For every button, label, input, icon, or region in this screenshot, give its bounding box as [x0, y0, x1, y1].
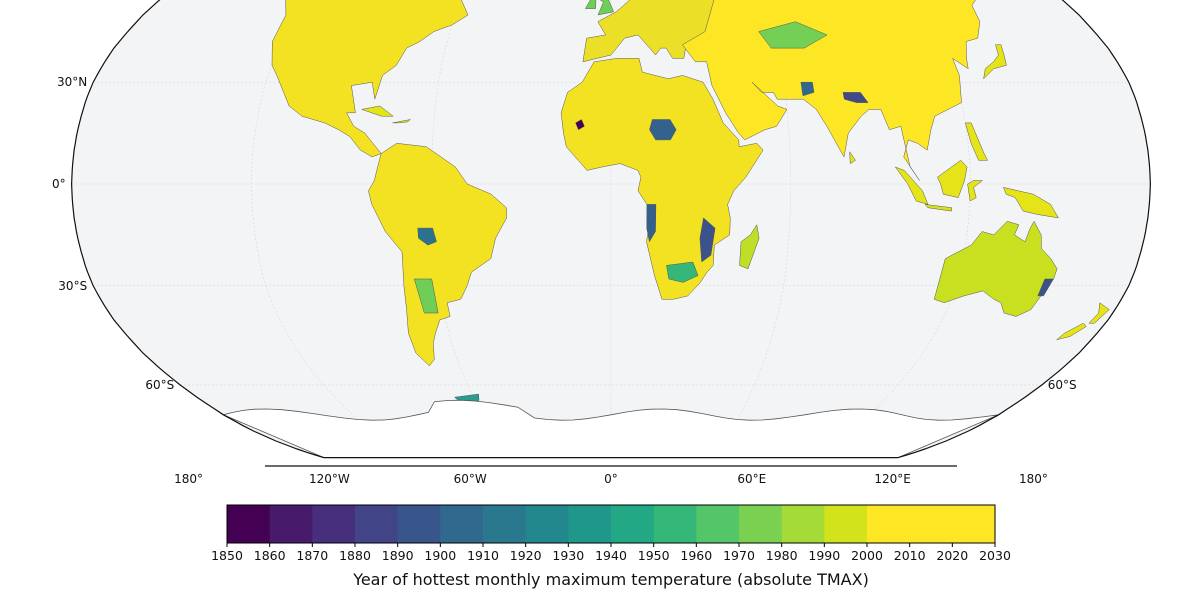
- region-sulawesi: [967, 180, 983, 202]
- region-hispaniola: [392, 119, 411, 124]
- region-great-britain: [597, 0, 614, 16]
- colorbar-tick-label: 1910: [467, 548, 499, 563]
- region-north-america: [271, 0, 469, 158]
- colorbar-tick-label: 1940: [595, 548, 627, 563]
- colorbar-tick-label: 1870: [296, 548, 328, 563]
- meridian-line: [251, 0, 420, 458]
- latitude-label: 30°S: [58, 279, 87, 293]
- colorbar-tick-label: 1850: [211, 548, 243, 563]
- colorbar-segment: [440, 505, 484, 543]
- colorbar-tick-label: 1900: [424, 548, 456, 563]
- region-sri-lanka: [849, 151, 856, 164]
- colorbar-tick-label: 1920: [510, 548, 542, 563]
- longitude-label: 120°W: [309, 472, 350, 486]
- region-mozambique-blue-patch: [699, 217, 716, 263]
- longitude-label: 120°E: [874, 472, 911, 486]
- colorbar-tick-label: 2010: [894, 548, 926, 563]
- colorbar-segment: [355, 505, 399, 543]
- region-cuba: [361, 105, 394, 117]
- colorbar-segment: [909, 505, 953, 543]
- region-ireland: [585, 0, 597, 9]
- region-southern-africa-green: [666, 261, 699, 283]
- colorbar-ticks: 1850 1860 1870 1880 1890 1900 1910 1920 1930 1940…: [211, 543, 1011, 563]
- colorbar-segment: [312, 505, 356, 543]
- colorbar-segment: [568, 505, 612, 543]
- colorbar-segment: [227, 505, 271, 543]
- region-madagascar: [739, 224, 760, 270]
- region-bolivia-blue-patch: [417, 227, 437, 246]
- colorbar-segment: [611, 505, 655, 543]
- colorbar-segment: [952, 505, 996, 543]
- longitude-label: 60°E: [737, 472, 766, 486]
- region-pakistan-blue-patch: [800, 81, 815, 97]
- region-philippines: [965, 122, 988, 161]
- region-gangetic-blue-patch: [842, 92, 869, 103]
- latitude-labels: 30°N 0° 30°S 60°S 60°S: [52, 75, 1077, 392]
- region-japan: [983, 44, 1007, 80]
- colorbar-segment: [824, 505, 868, 543]
- colorbar-tick-label: 1990: [808, 548, 840, 563]
- region-new-zealand-north: [1088, 302, 1110, 324]
- latitude-label: 60°S: [1048, 378, 1077, 392]
- colorbar-segment: [653, 505, 697, 543]
- region-sumatra: [895, 166, 929, 205]
- region-sahara-blue-patch: [649, 119, 677, 141]
- colorbar-segment: [483, 505, 527, 543]
- colorbar-tick-label: 2030: [979, 548, 1011, 563]
- region-mauritania-dark-patch: [575, 119, 585, 130]
- map-panel: [70, 0, 1152, 459]
- colorbar-tick-label: 1860: [254, 548, 286, 563]
- latitude-label: 30°N: [57, 75, 87, 89]
- colorbar-tick-label: 1890: [382, 548, 414, 563]
- colorbar-segment: [269, 505, 313, 543]
- region-asia: [682, 0, 981, 181]
- region-new-guinea: [1003, 187, 1059, 219]
- colorbar-segment: [525, 505, 569, 543]
- region-south-america: [368, 143, 507, 367]
- colorbar: 1850 1860 1870 1880 1890 1900 1910 1920 1930 1940…: [211, 504, 1011, 589]
- region-central-asia-green: [758, 21, 828, 49]
- colorbar-tick-label: 1880: [339, 548, 371, 563]
- colorbar-tick-label: 1960: [680, 548, 712, 563]
- region-angola-blue-patch: [646, 204, 657, 242]
- longitude-label: 180°: [174, 472, 203, 486]
- colorbar-segment: [739, 505, 783, 543]
- longitude-labels: 180° 120°W 60°W 0° 60°E 120°E 180°: [174, 472, 1048, 486]
- colorbar-tick-label: 1980: [766, 548, 798, 563]
- colorbar-tick-label: 1930: [552, 548, 584, 563]
- region-australia-east-blue: [1037, 278, 1054, 297]
- colorbar-tick-label: 2000: [851, 548, 883, 563]
- latitude-label: 60°S: [145, 378, 174, 392]
- latitude-label: 0°: [52, 177, 66, 191]
- regions-layer: [414, 21, 1054, 314]
- colorbar-segment: [696, 505, 740, 543]
- colorbar-label: Year of hottest monthly maximum temperat…: [352, 570, 869, 589]
- region-australia: [933, 221, 1058, 317]
- region-java: [924, 204, 952, 212]
- longitude-label: 60°W: [454, 472, 487, 486]
- colorbar-tick-label: 2020: [936, 548, 968, 563]
- colorbar-tick-label: 1950: [638, 548, 670, 563]
- map-boundary: [70, 0, 1152, 459]
- longitude-label: 180°: [1019, 472, 1048, 486]
- colorbar-segment: [397, 505, 441, 543]
- colorbar-segment: [867, 505, 911, 543]
- region-argentina-green: [414, 278, 439, 314]
- colorbar-tick-label: 1970: [723, 548, 755, 563]
- colorbar-segments: [227, 505, 996, 543]
- region-new-zealand-south: [1056, 322, 1087, 340]
- meridian-line: [706, 0, 792, 458]
- colorbar-segment: [781, 505, 825, 543]
- region-borneo: [937, 160, 968, 198]
- longitude-label: 0°: [604, 472, 618, 486]
